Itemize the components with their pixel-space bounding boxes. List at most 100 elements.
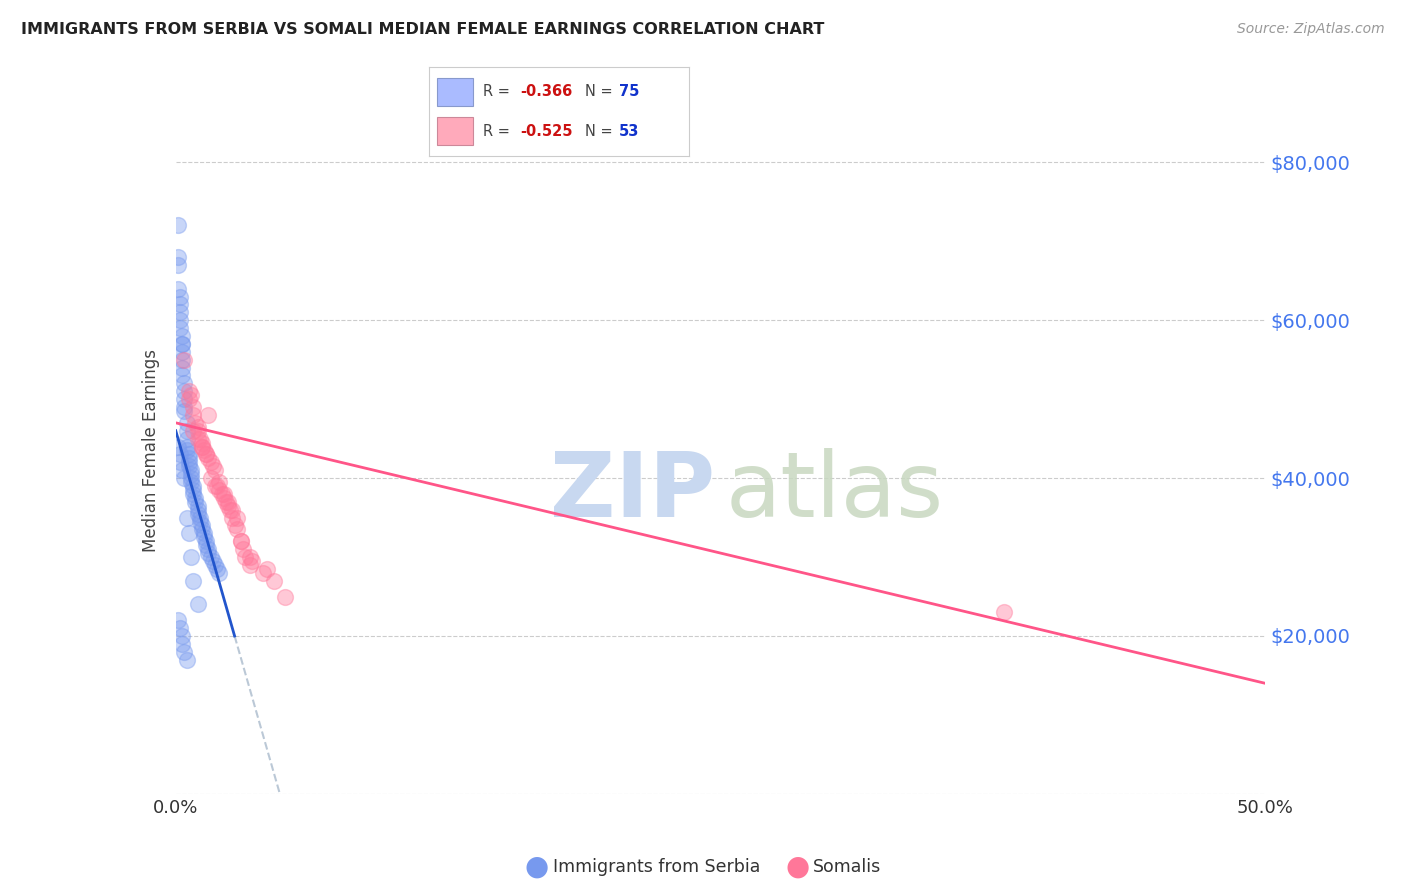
Point [212,491,235,505]
Point [167,440,190,454]
Point [197,451,219,466]
Point [200,549,222,564]
Point [173,404,195,418]
Text: Somalis: Somalis [813,858,882,876]
Point [188,510,211,524]
Text: 75: 75 [619,85,640,99]
Point [173,471,195,485]
Point [177,526,200,541]
Point [191,440,214,454]
Point [193,526,215,541]
Point [172,360,194,375]
Point [193,530,215,544]
Text: -0.525: -0.525 [520,124,572,138]
Point [176,432,198,446]
Text: R =: R = [484,85,515,99]
Point [186,419,209,434]
Point [177,455,200,469]
Point [167,219,190,233]
Point [221,502,243,516]
Point [180,475,202,489]
Point [186,424,209,438]
Point [177,447,200,461]
Point [184,495,207,509]
Point [274,590,297,604]
Text: ●: ● [524,853,550,881]
Point [167,282,190,296]
Point [205,562,228,576]
Point [225,523,247,537]
Point [172,352,194,367]
Point [188,515,211,529]
Point [204,479,226,493]
Point [181,487,204,501]
Point [204,558,226,572]
Point [195,534,218,549]
Point [195,447,218,461]
Point [172,337,194,351]
Point [204,463,226,477]
Bar [437,78,472,106]
Point [217,499,239,513]
Point [167,250,190,264]
Point [191,523,214,537]
Point [219,502,242,516]
Point [172,337,194,351]
Point [169,447,191,461]
Point [195,538,218,552]
Point [208,475,231,489]
Point [169,313,191,327]
Point [173,392,195,406]
Point [181,483,204,497]
Text: Immigrants from Serbia: Immigrants from Serbia [553,858,759,876]
Point [193,443,215,458]
Point [191,518,214,533]
Text: -0.366: -0.366 [520,85,572,99]
Point [197,542,219,557]
Point [208,483,231,497]
Point [180,471,202,485]
Point [239,558,262,572]
Point [169,455,191,469]
Text: N =: N = [585,85,617,99]
Point [212,487,235,501]
Point [231,534,253,549]
Point [232,542,254,557]
Point [186,598,209,612]
Point [173,376,195,391]
Point [235,549,257,564]
Point [173,400,195,414]
Point [173,645,195,659]
Point [172,463,194,477]
Point [200,471,222,485]
Point [252,566,274,580]
Point [186,507,209,521]
Point [167,258,190,272]
Point [201,554,224,568]
Y-axis label: Median Female Earnings: Median Female Earnings [142,349,160,552]
Point [176,653,198,667]
Text: atlas: atlas [725,448,945,536]
Text: R =: R = [484,124,515,138]
Point [181,408,204,422]
Point [169,289,191,303]
Point [208,566,231,580]
Point [180,467,202,482]
Text: ZIP: ZIP [550,448,716,536]
Text: Source: ZipAtlas.com: Source: ZipAtlas.com [1237,22,1385,37]
Point [181,424,204,438]
Point [172,344,194,359]
Point [176,424,198,438]
Point [186,432,209,446]
Point [172,629,194,643]
Point [211,487,233,501]
Point [195,447,218,461]
Point [176,443,198,458]
Point [177,459,200,474]
Point [176,416,198,430]
Point [186,499,209,513]
Point [184,416,207,430]
Point [172,329,194,343]
Point [167,613,190,627]
Point [176,440,198,454]
